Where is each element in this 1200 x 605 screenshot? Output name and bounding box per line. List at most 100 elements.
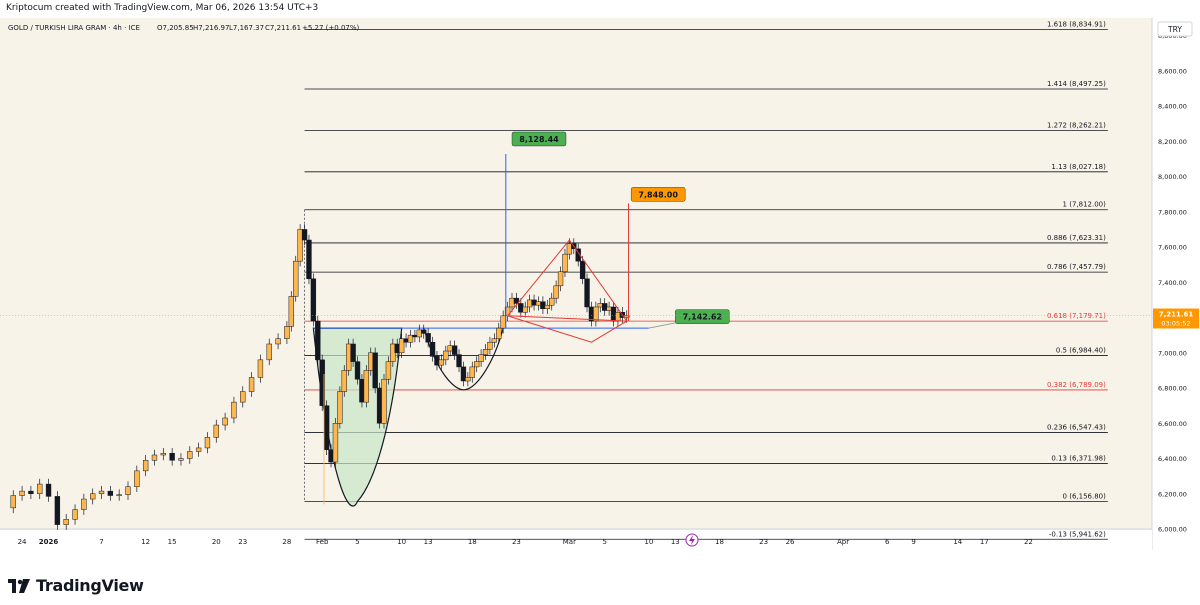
candle-body	[429, 341, 436, 357]
candle-body	[487, 341, 493, 350]
candle-body	[332, 423, 339, 463]
candle-body	[531, 299, 537, 306]
candle-body	[240, 391, 246, 403]
target-label-box	[630, 187, 686, 202]
chart-title: GOLD / TURKISH LIRA GRAM · 4h · ICE	[8, 24, 140, 32]
candle-body	[513, 297, 520, 304]
replay-icon[interactable]	[685, 533, 699, 547]
time-tick-label: Feb	[316, 538, 329, 546]
fib-label: 1.414 (8,497.25)	[1047, 80, 1106, 88]
plot-background	[0, 18, 1152, 550]
candle-body	[98, 490, 105, 495]
candle-body	[566, 243, 573, 255]
candle-body	[284, 326, 290, 339]
tradingview-wordmark: TradingView	[36, 576, 144, 595]
candle-body	[257, 359, 264, 378]
footer: TradingView	[0, 560, 1200, 605]
fib-label: 0.13 (6,371.98)	[1051, 454, 1106, 462]
candle-body	[381, 378, 387, 424]
time-axis: 24 2026 7 12 15 20 23 28 Feb 5 10 13 18 23 Mar 5 10 13 18 2…	[18, 538, 1033, 546]
price-chart[interactable]: 1.618 (8,834.91) 1.414 (8,497.25) 1.272 (8…	[0, 18, 1200, 550]
candle-body	[213, 424, 219, 438]
fib-label: 0.5 (6,984.40)	[1056, 347, 1106, 355]
time-tick-label: 18	[468, 538, 477, 546]
candle-body	[509, 297, 515, 308]
candle-body	[460, 366, 467, 382]
fib-label: 0.618 (7,179.71)	[1047, 312, 1106, 320]
candle-body	[354, 361, 361, 380]
candle-body	[549, 297, 555, 306]
price-tick-label: 8,600.00	[1158, 67, 1187, 75]
target-pointer	[648, 322, 676, 329]
price-tick-label: 6,000.00	[1158, 526, 1187, 534]
time-tick-label: 22	[1024, 538, 1033, 546]
candle-body	[597, 303, 603, 308]
target-label: 7,848.00	[638, 190, 678, 199]
fib-label: 1.618 (8,834.91)	[1047, 20, 1106, 28]
candle-body	[557, 271, 564, 287]
candle-body	[222, 417, 228, 426]
time-tick-label: 2026	[39, 538, 59, 546]
fibonacci-levels: 1.618 (8,834.91) 1.414 (8,497.25) 1.272 (8…	[304, 20, 1108, 540]
candle-body	[37, 483, 43, 495]
candle-body	[10, 495, 16, 509]
fib-label: 1.272 (8,262.21)	[1047, 121, 1106, 129]
candle-body	[323, 405, 330, 450]
tradingview-logo[interactable]: TradingView	[8, 576, 144, 595]
time-tick-label: 23	[238, 538, 247, 546]
candle-body	[478, 354, 484, 362]
chart-area[interactable]: 1.618 (8,834.91) 1.414 (8,497.25) 1.272 (8…	[0, 18, 1200, 550]
candle-body	[151, 454, 158, 461]
time-tick-label: 13	[671, 538, 680, 546]
candle-body	[116, 494, 122, 496]
candle-body	[297, 229, 303, 262]
candle-body	[575, 248, 581, 262]
time-tick-label: 28	[282, 538, 291, 546]
time-tick-label: 12	[141, 538, 150, 546]
candle-body	[346, 343, 352, 371]
time-tick-label: Mar	[563, 538, 576, 546]
candle-body	[438, 359, 445, 366]
candle-body	[385, 361, 392, 380]
price-tick-label: 7,000.00	[1158, 349, 1187, 357]
candle-body	[474, 361, 480, 368]
candle-body	[540, 301, 546, 309]
price-tick-label: 8,000.00	[1158, 173, 1187, 181]
candle-body	[310, 278, 317, 322]
candle-body	[107, 490, 114, 496]
price-tick-label: 7,400.00	[1158, 279, 1187, 287]
time-tick-label: 18	[715, 538, 724, 546]
price-tick-label: 8,400.00	[1158, 103, 1187, 111]
candle-body	[394, 343, 400, 354]
countdown-label: 03:05:52	[1161, 320, 1190, 328]
candle-body	[602, 303, 608, 311]
tradingview-logo-icon	[8, 578, 30, 593]
candle-body	[328, 449, 334, 463]
triangle-outline	[506, 239, 628, 343]
candle-body	[403, 338, 409, 343]
currency-badge[interactable]	[1157, 21, 1193, 37]
ohlc-high: H7,216.97	[193, 24, 229, 32]
fib-label: 1.13 (8,027.18)	[1051, 163, 1106, 171]
candle-body	[456, 354, 462, 368]
candle-body	[45, 483, 52, 497]
time-tick-label: Apr	[837, 538, 849, 546]
candle-body	[293, 260, 299, 297]
candle-body	[562, 253, 568, 272]
fib-label: 0.236 (6,547.43)	[1047, 424, 1106, 432]
time-tick-label: 5	[355, 538, 359, 546]
target-label-box	[511, 131, 567, 147]
candle-body	[306, 239, 312, 280]
candle-body	[248, 377, 255, 392]
fib-label: -0.13 (5,941.62)	[1049, 530, 1106, 538]
candle-body	[421, 329, 427, 334]
ohlc-open: O7,205.85	[157, 24, 194, 32]
candle-body	[610, 306, 617, 322]
price-tick-label: 7,800.00	[1158, 208, 1187, 216]
time-tick-label: 20	[212, 538, 221, 546]
candle-body	[337, 391, 343, 424]
candle-body	[425, 333, 431, 343]
price-axis-background	[1152, 18, 1200, 550]
triangle-pattern	[506, 239, 628, 343]
candle-body	[535, 301, 542, 306]
